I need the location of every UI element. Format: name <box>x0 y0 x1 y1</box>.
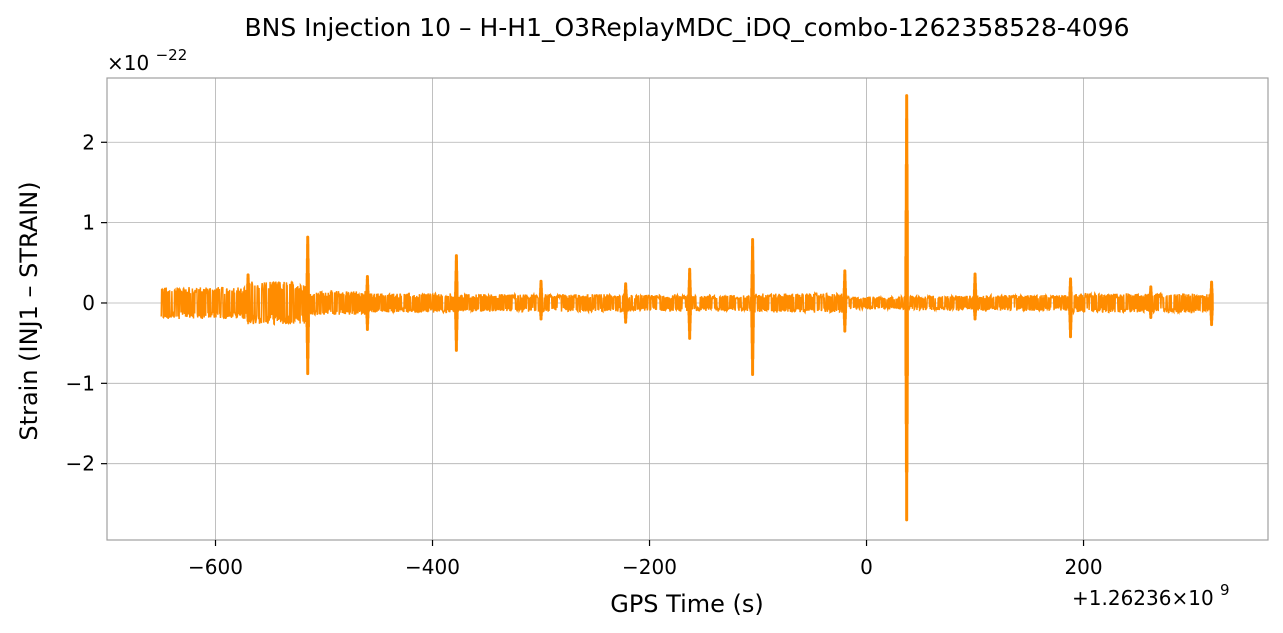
x-axis-ticks: −600 −400 −200 0 200 <box>188 540 1103 579</box>
x-tick-label: −400 <box>405 555 460 579</box>
x-axis-label: GPS Time (s) <box>610 590 764 618</box>
injection-spike <box>972 272 978 321</box>
x-offset-exponent: 9 <box>1220 581 1230 599</box>
x-offset-text: +1.26236×10 9 <box>1072 581 1230 610</box>
strain-noise-trace <box>160 280 1213 326</box>
y-tick-label: 0 <box>82 291 95 315</box>
injection-spike <box>538 279 544 321</box>
y-tick-label: −2 <box>66 452 95 476</box>
injection-spike <box>1209 280 1214 327</box>
y-axis-label: Strain (INJ1 – STRAIN) <box>15 181 43 440</box>
injection-spike <box>365 274 370 331</box>
injection-spike <box>842 269 848 333</box>
y-scale-exponent: −22 <box>156 46 188 64</box>
series-line <box>160 94 1214 522</box>
x-tick-label: −200 <box>622 555 677 579</box>
plot-frame <box>106 77 1269 541</box>
x-tick-label: 0 <box>860 555 873 579</box>
chart-title: BNS Injection 10 – H-H1_O3ReplayMDC_iDQ_… <box>244 13 1129 42</box>
x-offset-base: +1.26236×10 <box>1072 586 1214 610</box>
y-axis-ticks: −2 −1 0 1 2 <box>66 130 107 476</box>
injection-spike <box>687 267 692 340</box>
injection-spike <box>1148 285 1154 319</box>
y-tick-label: −1 <box>66 371 95 395</box>
injection-spike <box>904 94 909 522</box>
y-axis-scale-factor: ×10 −22 <box>107 46 187 75</box>
injection-spike <box>1068 277 1073 339</box>
y-tick-label: 1 <box>82 211 95 235</box>
injection-spike <box>454 254 459 352</box>
injection-spike <box>305 235 310 376</box>
x-axis-offset: +1.26236×10 9 <box>1072 581 1230 610</box>
y-scale-base: ×10 <box>107 51 149 75</box>
x-tick-label: 200 <box>1064 555 1102 579</box>
injection-spike <box>750 238 755 376</box>
injection-spike <box>623 282 628 324</box>
injection-spike <box>245 273 251 323</box>
y-tick-label: 2 <box>82 130 95 154</box>
x-tick-label: −600 <box>188 555 243 579</box>
y-scale-text: ×10 −22 <box>107 46 187 75</box>
